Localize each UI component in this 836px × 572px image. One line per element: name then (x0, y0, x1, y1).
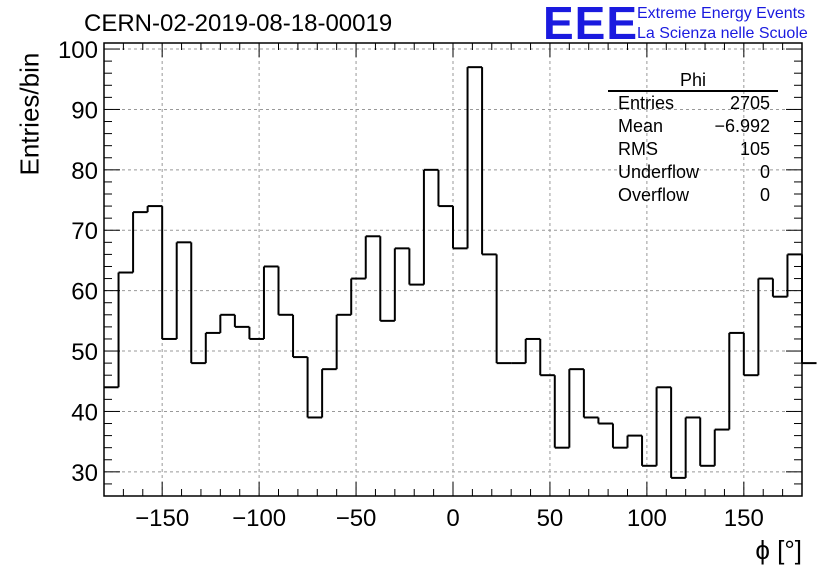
y-tick-label: 60 (71, 279, 98, 306)
x-axis-label: ϕ [°] (755, 535, 802, 565)
y-tick-label: 80 (71, 158, 98, 185)
eee-logo: EEE (543, 0, 639, 49)
stat-mean: Mean −6.992 (618, 116, 770, 136)
x-tick-label: 0 (446, 505, 459, 532)
stat-entries: Entries 2705 (618, 93, 770, 113)
y-tick-label: 100 (58, 37, 98, 64)
x-tick-label: −150 (135, 505, 189, 532)
y-tick-label: 30 (71, 460, 98, 487)
stat-underflow: Underflow 0 (618, 162, 770, 182)
stat-rms: RMS 105 (618, 139, 770, 159)
x-tick-label: −50 (336, 505, 377, 532)
plot-frame (103, 42, 803, 497)
y-tick-label: 90 (71, 97, 98, 124)
y-tick-label: 40 (71, 399, 98, 426)
x-tick-label: 100 (627, 505, 667, 532)
eee-tagline-2: La Scienza nelle Scuole (637, 25, 808, 42)
stats-title: Phi (608, 70, 778, 92)
x-tick-label: 150 (724, 505, 764, 532)
stat-overflow: Overflow 0 (618, 185, 770, 205)
x-tick-label: 50 (537, 505, 564, 532)
stats-box: Phi Entries 2705 Mean −6.992 RMS 105 Underf… (608, 70, 778, 207)
chart-title: CERN-02-2019-08-18-00019 (84, 10, 393, 37)
eee-tagline-1: Extreme Energy Events (637, 5, 806, 22)
y-axis-label: Entries/bin (14, 52, 45, 176)
y-tick-label: 50 (71, 339, 98, 366)
y-tick-label: 70 (71, 218, 98, 245)
x-tick-label: −100 (232, 505, 286, 532)
